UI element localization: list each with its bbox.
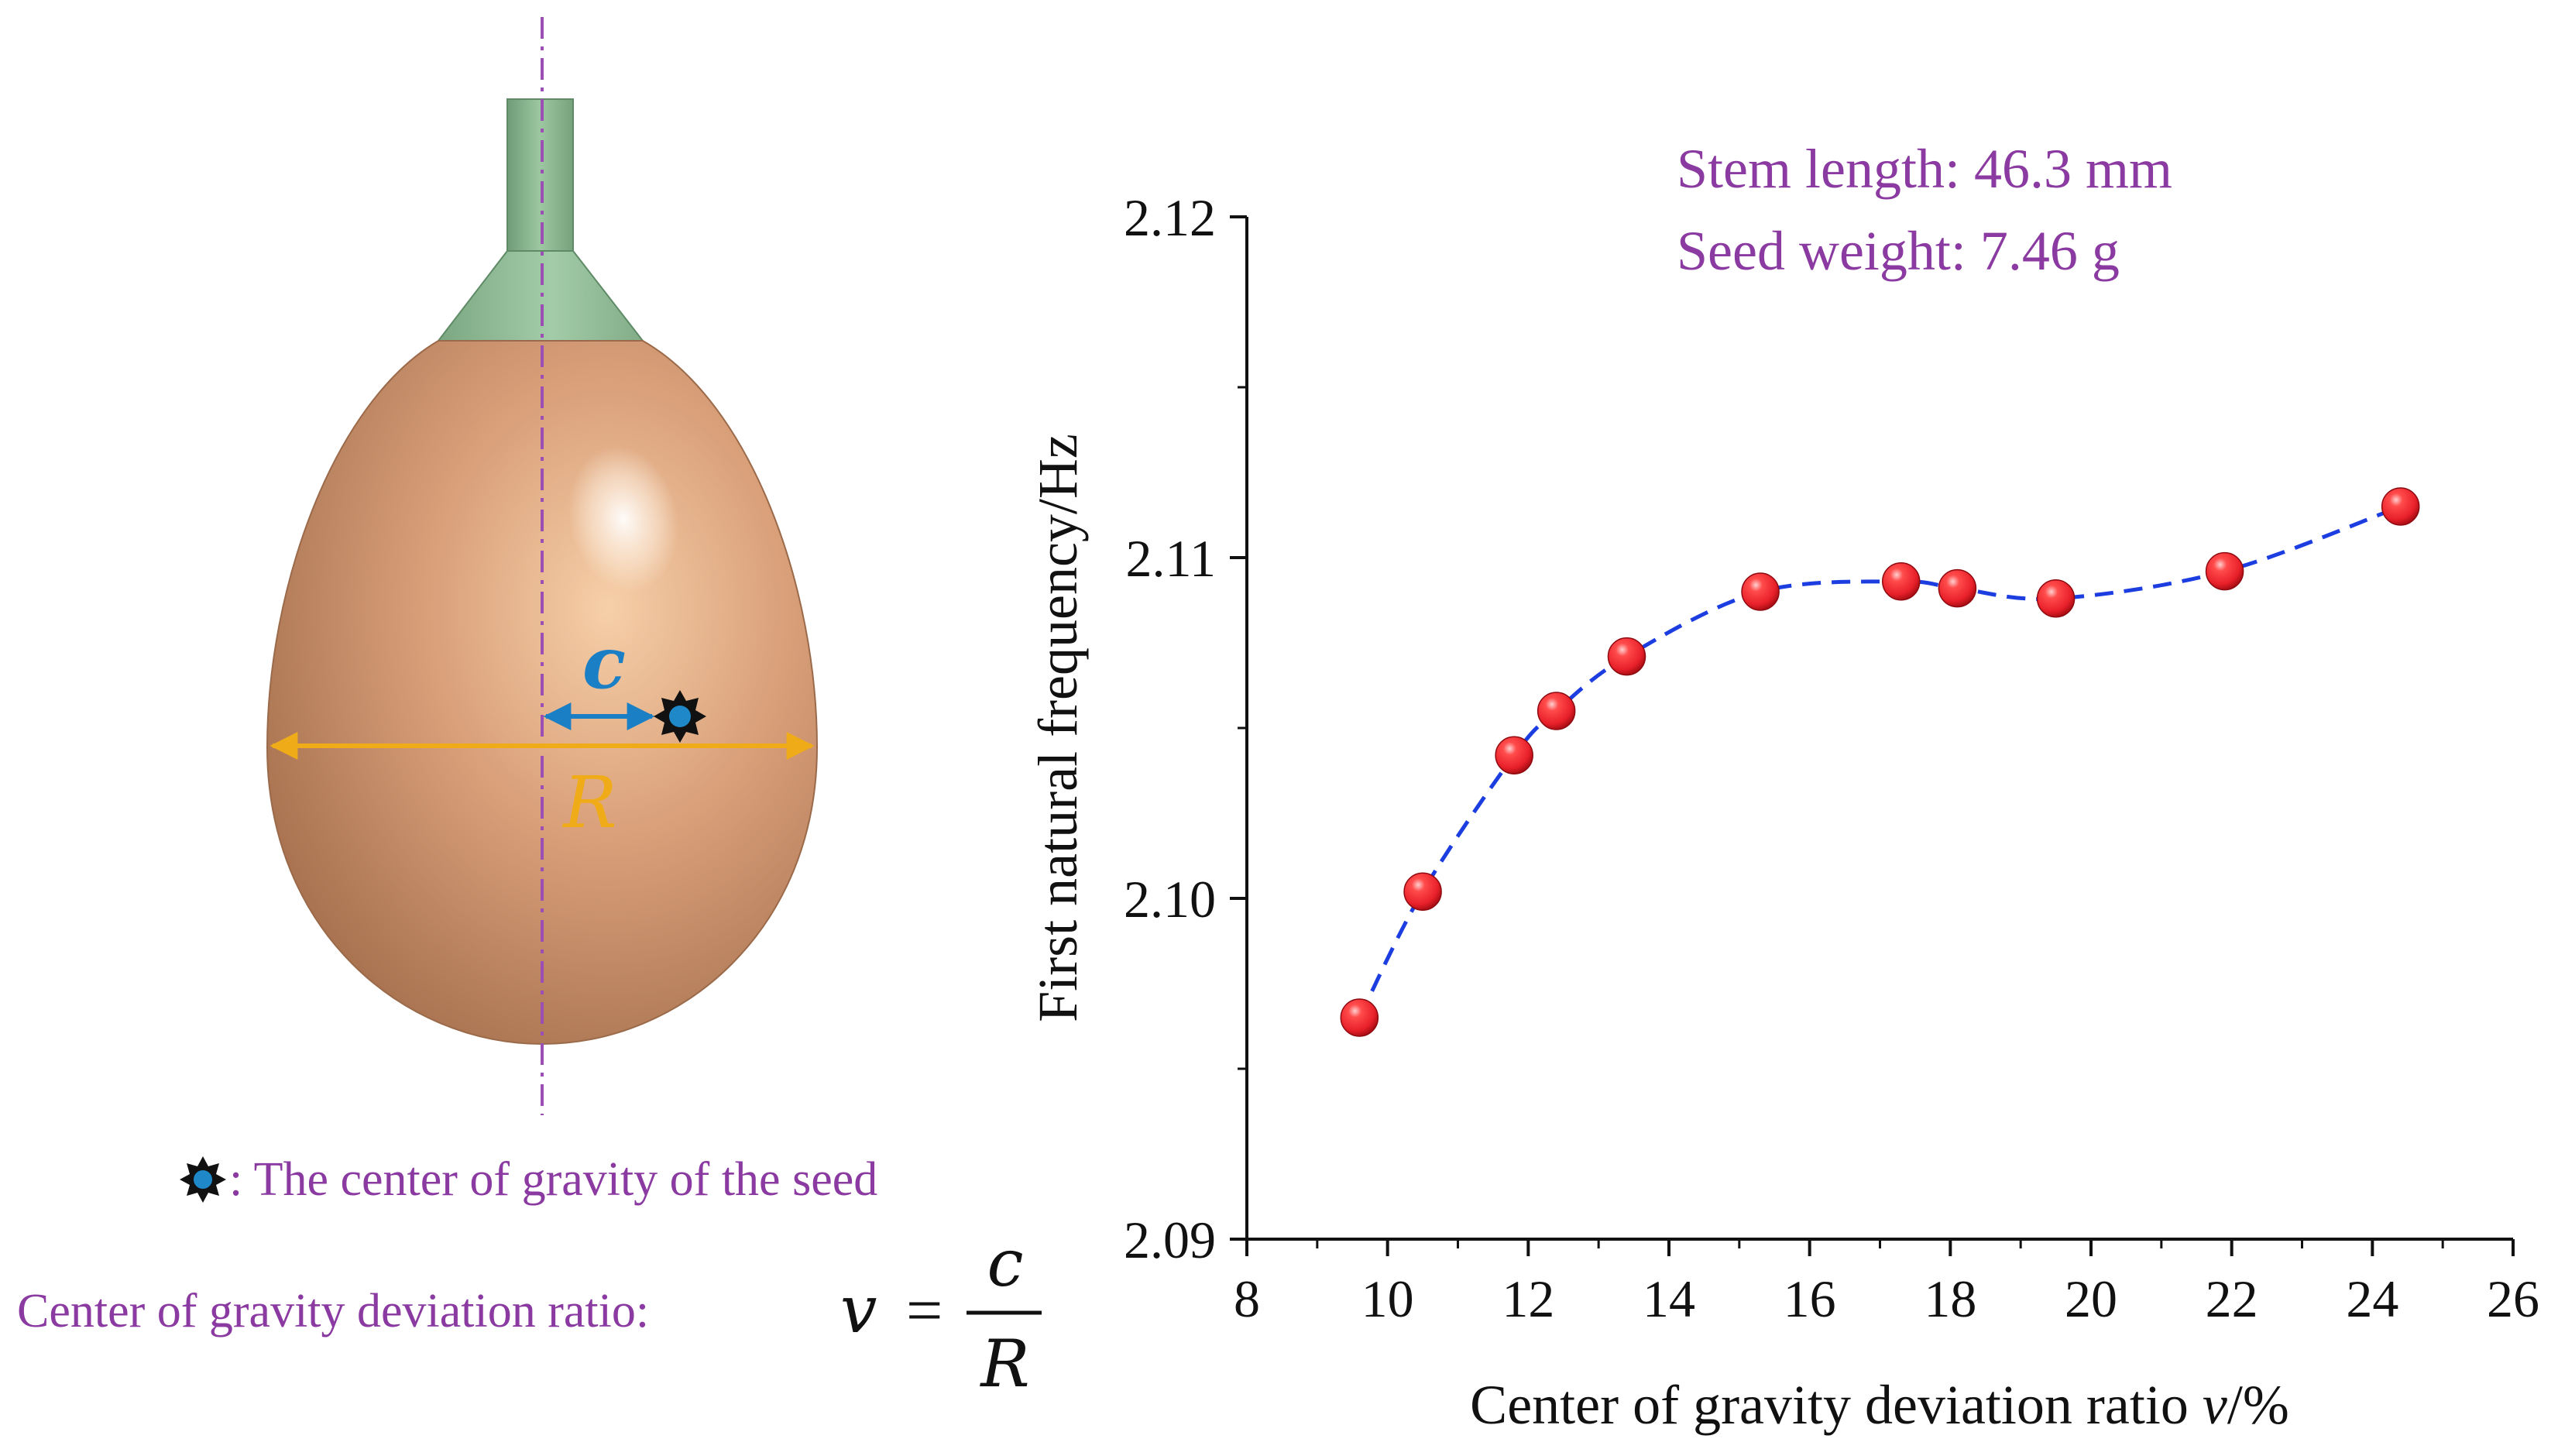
annotation-seed-weight: Seed weight: 7.46 g <box>1677 220 2120 282</box>
x-tick-label: 10 <box>1361 1269 1414 1328</box>
y-ticks: 2.09 2.10 2.11 2.12 <box>1124 188 1247 1269</box>
x-axis-label-unit: /% <box>2227 1374 2289 1436</box>
x-axis-label-var: v <box>2203 1374 2227 1436</box>
x-tick-label: 18 <box>1924 1269 1976 1328</box>
data-point <box>1403 872 1442 911</box>
data-point <box>2205 551 2244 591</box>
formula-numerator: c <box>987 1225 1023 1301</box>
data-point <box>1938 568 1977 608</box>
data-point <box>1882 562 1921 601</box>
x-ticks: 8 10 12 14 16 18 20 22 24 26 <box>1234 1239 2539 1328</box>
data-point <box>1495 736 1533 774</box>
x-tick-label: 24 <box>2346 1269 2398 1328</box>
gravity-legend-text: : The center of gravity of the seed <box>229 1153 877 1206</box>
x-axis-label-main: Center of gravity deviation ratio <box>1470 1374 2203 1436</box>
data-point <box>1340 998 1379 1037</box>
data-point <box>2036 579 2076 618</box>
y-tick-label: 2.11 <box>1126 529 1216 588</box>
annotation-stem-length: Stem length: 46.3 mm <box>1677 138 2172 200</box>
y-axis-label: First natural frequency/Hz <box>1027 434 1089 1022</box>
x-tick-label: 8 <box>1234 1269 1260 1328</box>
data-point <box>1607 637 1646 676</box>
data-point <box>2381 487 2420 526</box>
gravity-legend-marker-icon <box>180 1156 226 1203</box>
data-point <box>1741 572 1780 611</box>
x-tick-label: 22 <box>2206 1269 2258 1328</box>
x-tick-label: 26 <box>2487 1269 2539 1328</box>
chart: 8 10 12 14 16 18 20 22 24 26 2.09 2.10 2.11 2.12 Ste… <box>1027 138 2539 1436</box>
gravity-center-marker <box>654 690 706 743</box>
x-tick-label: 20 <box>2065 1269 2117 1328</box>
y-tick-label: 2.12 <box>1124 188 1216 247</box>
x-tick-label: 14 <box>1643 1269 1695 1328</box>
stem <box>506 98 574 253</box>
data-points <box>1340 487 2420 1037</box>
x-axis-label: Center of gravity deviation ratio v/% <box>1470 1374 2289 1436</box>
label-R: R <box>561 761 616 844</box>
data-point <box>1537 692 1576 730</box>
formula-denominator: R <box>979 1326 1029 1402</box>
fit-curve <box>1358 504 2402 1019</box>
formula-lhs: v <box>840 1272 877 1348</box>
fruit-highlight <box>568 445 679 592</box>
x-tick-label: 16 <box>1784 1269 1836 1328</box>
ratio-label: Center of gravity deviation ratio: <box>17 1285 649 1338</box>
seed-illustration: c R : The center of gravity of the seed … <box>17 17 1042 1402</box>
x-tick-label: 12 <box>1502 1269 1554 1328</box>
y-tick-label: 2.09 <box>1124 1210 1216 1269</box>
y-tick-label: 2.10 <box>1124 870 1216 929</box>
formula-equals: = <box>906 1275 943 1347</box>
label-c: c <box>582 621 626 705</box>
